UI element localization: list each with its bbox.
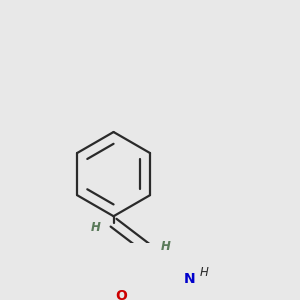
Text: O: O xyxy=(116,289,127,300)
Text: H: H xyxy=(160,241,170,254)
Text: H: H xyxy=(91,221,101,234)
Text: H: H xyxy=(200,266,209,279)
Text: N: N xyxy=(184,272,196,286)
